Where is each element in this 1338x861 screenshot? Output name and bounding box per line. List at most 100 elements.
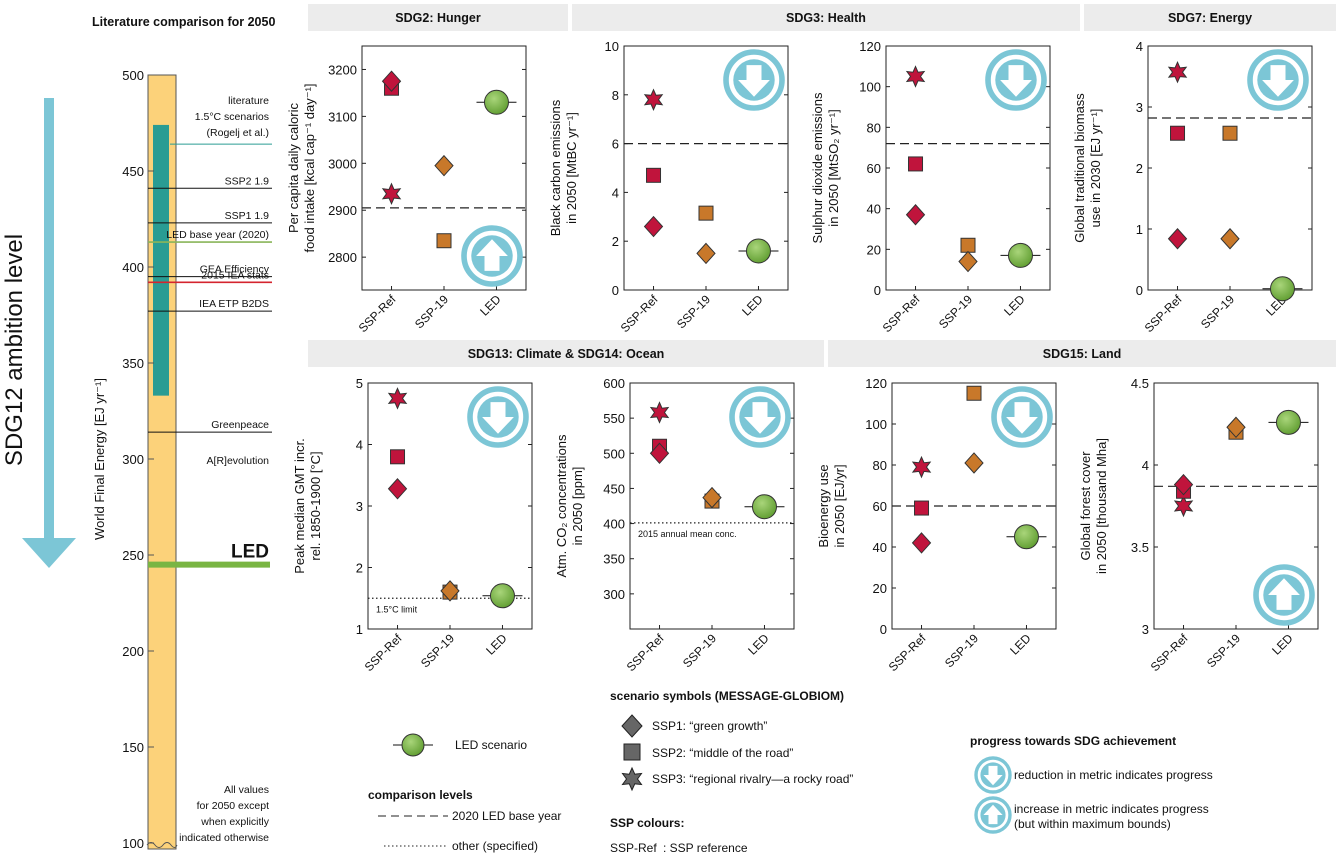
legend-symbols-title: scenario symbols (MESSAGE-GLOBIOM) xyxy=(610,689,844,703)
legend-base-year-label: 2020 LED base year xyxy=(452,809,561,823)
sdg-banner-bg xyxy=(828,340,1336,367)
panel-6: 300 350 400 450 500 550 600 SSP-Ref SSP-19 LED Atm… xyxy=(554,376,795,674)
left-tick-label: 250 xyxy=(122,548,144,563)
legend-increase-label-2: (but within maximum bounds) xyxy=(1014,817,1171,831)
diamond-point xyxy=(643,215,664,238)
reference-label: A[R]evolution xyxy=(207,455,270,467)
reduction-progress-icon xyxy=(723,49,785,111)
y-tick-label: 500 xyxy=(603,446,625,461)
comparison-annotation: 1.5°C limit xyxy=(376,604,418,614)
led-point xyxy=(1007,242,1033,268)
legend-ssp2-label: SSP2: “middle of the road” xyxy=(652,746,793,760)
x-tick-label: SSP-19 xyxy=(418,631,457,670)
diamond-point xyxy=(1220,228,1240,250)
increase-progress-icon xyxy=(974,796,1012,834)
x-tick-label: SSP-Ref xyxy=(356,292,399,335)
y-tick-label: 20 xyxy=(873,581,887,596)
diamond-point xyxy=(387,478,408,500)
star-point xyxy=(387,387,408,410)
reduction-progress-icon xyxy=(1247,49,1309,111)
reduction-progress-icon xyxy=(985,49,1047,111)
led-point xyxy=(1013,524,1039,550)
x-tick-label: LED xyxy=(739,292,766,319)
square-point xyxy=(698,205,714,221)
y-tick-label: 4 xyxy=(1136,39,1143,54)
led-point xyxy=(1269,276,1295,302)
legend-ssp1-label: SSP1: “green growth” xyxy=(652,719,767,733)
y-axis-label: Global forest cover xyxy=(1078,451,1093,561)
legend-led-label: LED scenario xyxy=(455,738,527,752)
heading: Literature comparison for 2050 xyxy=(92,15,275,29)
legend-comparison-title: comparison levels xyxy=(368,788,473,802)
y-tick-label: 3200 xyxy=(328,62,357,77)
legend-ssp-ref-desc: : SSP reference xyxy=(663,841,748,855)
y-tick-label: 300 xyxy=(603,587,625,602)
y-tick-label: 6 xyxy=(612,137,619,152)
legend-reduction-label: reduction in metric indicates progress xyxy=(1014,768,1213,782)
diamond-point xyxy=(1226,416,1246,439)
reference-label: SSP2 1.9 xyxy=(225,175,270,187)
legend-progress-title: progress towards SDG achievement xyxy=(970,734,1176,748)
note-line: when explicitly xyxy=(200,816,269,828)
y-tick-label: 100 xyxy=(865,417,887,432)
left-tick-label: 500 xyxy=(122,68,144,83)
sdg-banner-title: SDG2: Hunger xyxy=(395,11,481,25)
diamond-point xyxy=(1173,473,1194,496)
y-axis-label: Atm. CO₂ concentrations xyxy=(554,434,569,578)
square-point xyxy=(908,156,924,172)
square-point xyxy=(914,500,930,516)
square-point xyxy=(960,237,976,253)
led-level-label: LED xyxy=(231,542,269,563)
y-tick-label: 20 xyxy=(867,242,881,257)
y-tick-label: 1 xyxy=(356,622,363,637)
literature-label: 1.5°C scenarios xyxy=(195,111,269,123)
diamond-point xyxy=(958,250,978,273)
square-point xyxy=(646,167,662,183)
x-tick-label: LED xyxy=(1007,631,1034,658)
y-tick-label: 0 xyxy=(612,283,619,298)
y-tick-label: 2900 xyxy=(328,203,357,218)
y-tick-label: 2 xyxy=(612,234,619,249)
diamond-point xyxy=(905,204,926,226)
square-point xyxy=(436,233,452,249)
legend-led-scenario: LED scenario xyxy=(393,733,527,757)
y-tick-label: 80 xyxy=(873,458,887,473)
reference-label: SSP1 1.9 xyxy=(225,210,270,222)
y-axis-label: Per capita daily caloric xyxy=(286,102,301,233)
y-tick-label: 0 xyxy=(880,622,887,637)
y-tick-label: 60 xyxy=(867,161,881,176)
x-tick-label: SSP-19 xyxy=(412,292,451,331)
led-point xyxy=(489,583,515,609)
x-tick-label: LED xyxy=(483,631,510,658)
y-axis-label: Peak median GMT incr. xyxy=(292,438,307,574)
y-tick-label: 4 xyxy=(356,438,363,453)
y-tick-label: 40 xyxy=(867,202,881,217)
y-axis-label: food intake [kcal cap⁻¹ day⁻¹] xyxy=(302,83,317,252)
star-point xyxy=(381,182,402,206)
y-tick-label: 3 xyxy=(1136,100,1143,115)
increase-arrow-icon xyxy=(974,796,1012,834)
y-axis-label: in 2050 [EJ/yr] xyxy=(832,464,847,547)
star-point xyxy=(1167,60,1188,84)
y-axis-label: in 2050 [ppm] xyxy=(570,467,585,546)
x-tick-label: LED xyxy=(1001,292,1028,319)
literature-label: literature xyxy=(228,95,269,107)
note-line: All values xyxy=(224,784,269,796)
y-tick-label: 2 xyxy=(356,561,363,576)
note-line: for 2050 except xyxy=(197,800,269,812)
left-tick-label: 200 xyxy=(122,644,144,659)
y-axis-label: Bioenergy use xyxy=(816,464,831,547)
x-tick-label: SSP-19 xyxy=(674,292,713,331)
square-point xyxy=(390,449,406,465)
legend-square-icon xyxy=(623,743,641,761)
ambition-arrow xyxy=(22,98,76,568)
left-tick-label: 450 xyxy=(122,164,144,179)
y-axis-label: rel. 1850-1900 [°C] xyxy=(308,451,323,560)
reduction-progress-icon xyxy=(991,386,1053,448)
y-tick-label: 0 xyxy=(874,283,881,298)
literature-band xyxy=(153,124,169,396)
y-tick-label: 3000 xyxy=(328,156,357,171)
sdg-banner-title: SDG13: Climate & SDG14: Ocean xyxy=(468,347,665,361)
legend-colours-title: SSP colours: xyxy=(610,816,684,830)
